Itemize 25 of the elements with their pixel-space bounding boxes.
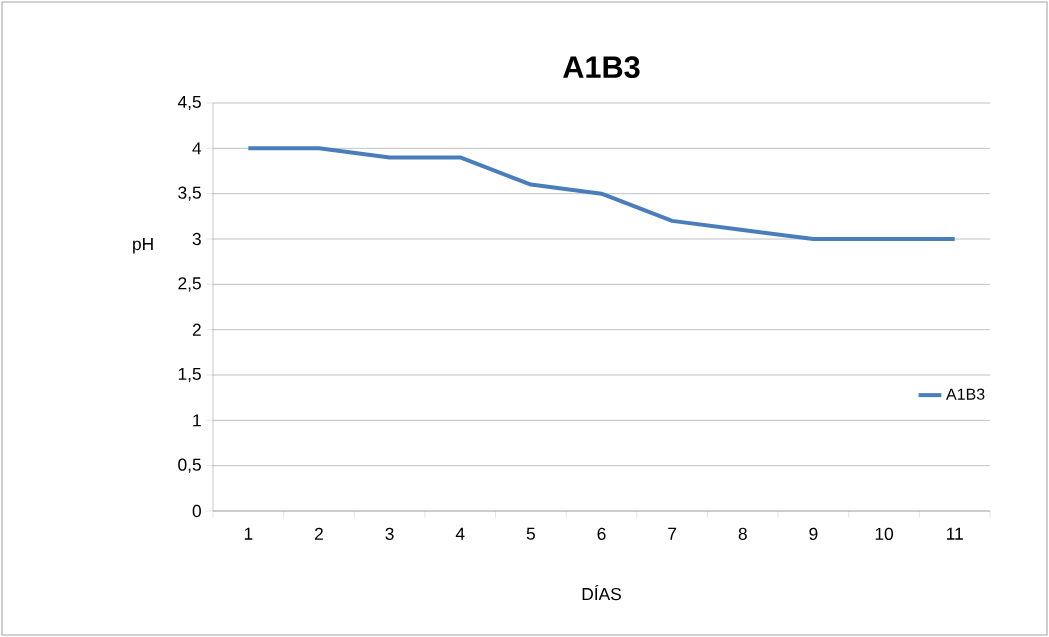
x-tick-label: 8 (738, 527, 747, 540)
x-axis-title: DÍAS (582, 585, 621, 601)
y-tick-label: 4 (192, 142, 202, 155)
x-tick-label: 3 (385, 527, 394, 540)
y-tick-label: 4,5 (177, 95, 201, 111)
y-tick-label: 1 (193, 414, 201, 427)
y-tick-label: 3 (192, 232, 201, 246)
x-tick-label: 1 (244, 527, 253, 540)
x-tick-label: 4 (455, 527, 465, 540)
y-tick-label: 3,5 (178, 186, 201, 201)
x-tick-label: 2 (315, 527, 323, 540)
x-tick-label: 11 (947, 527, 963, 540)
x-tick-label: 7 (668, 527, 677, 540)
x-tick-label: 5 (526, 527, 535, 540)
y-tick-label: 1,5 (178, 367, 201, 383)
chart-title: A1B3 (563, 56, 640, 79)
x-tick-label: 6 (597, 527, 606, 540)
y-axis-title: pH (133, 238, 153, 254)
y-tick-label: 0,5 (178, 458, 201, 473)
y-tick-label: 2 (192, 323, 201, 336)
legend-label: A1B3 (946, 388, 985, 400)
y-tick-label: 0 (192, 504, 201, 518)
y-tick-label: 2,5 (178, 277, 201, 292)
x-tick-label: 9 (809, 527, 818, 540)
x-tick-label: 10 (875, 527, 894, 540)
